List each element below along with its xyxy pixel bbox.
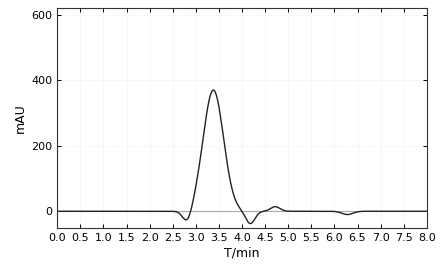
X-axis label: T/min: T/min	[224, 247, 260, 260]
Y-axis label: mAU: mAU	[14, 103, 27, 133]
